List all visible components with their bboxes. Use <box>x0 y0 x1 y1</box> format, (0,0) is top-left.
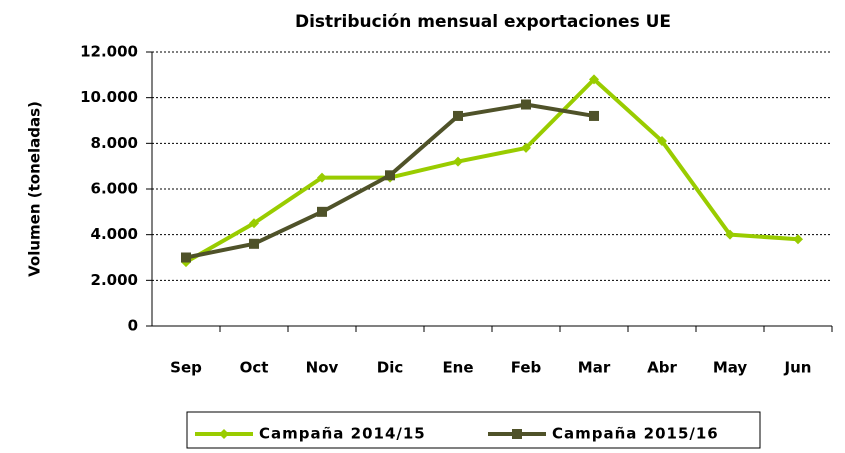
y-tick-label: 6.000 <box>91 180 138 198</box>
marker <box>725 229 735 240</box>
x-tick-label: Ene <box>442 359 473 377</box>
x-tick-label: Sep <box>170 359 202 377</box>
y-axis-label: Volumen (toneladas) <box>26 101 44 277</box>
marker <box>219 429 229 439</box>
marker <box>512 429 522 439</box>
legend-label: Campaña 2014/15 <box>259 425 426 443</box>
y-tick-label: 10.000 <box>80 88 138 106</box>
marker <box>317 172 327 183</box>
marker <box>657 136 667 147</box>
marker <box>589 110 599 121</box>
legend-label: Campaña 2015/16 <box>552 425 719 443</box>
x-tick-label: Oct <box>240 359 269 377</box>
x-tick-label: Abr <box>647 359 677 377</box>
chart-title: Distribución mensual exportaciones UE <box>295 12 671 32</box>
x-tick-label: Jun <box>784 359 812 377</box>
x-tick-label: Nov <box>306 359 339 377</box>
marker <box>453 156 463 167</box>
marker <box>181 252 191 263</box>
marker <box>249 238 259 249</box>
marker <box>249 218 259 229</box>
marker <box>453 110 463 121</box>
marker <box>521 142 531 153</box>
x-tick-label: Feb <box>511 359 542 377</box>
marker <box>793 234 803 245</box>
x-tick-label: Mar <box>578 359 611 377</box>
marker <box>317 206 327 217</box>
y-tick-label: 12.000 <box>80 43 138 61</box>
y-tick-label: 2.000 <box>91 271 138 289</box>
marker <box>385 170 395 181</box>
series-line <box>185 77 799 264</box>
x-tick-label: May <box>713 359 748 377</box>
marker <box>521 99 531 110</box>
y-tick-label: 0 <box>128 317 138 335</box>
y-tick-label: 4.000 <box>91 225 138 243</box>
legend-box <box>186 411 761 449</box>
marker <box>589 74 599 85</box>
y-tick-label: 8.000 <box>91 134 138 152</box>
x-tick-label: Dic <box>377 359 403 377</box>
